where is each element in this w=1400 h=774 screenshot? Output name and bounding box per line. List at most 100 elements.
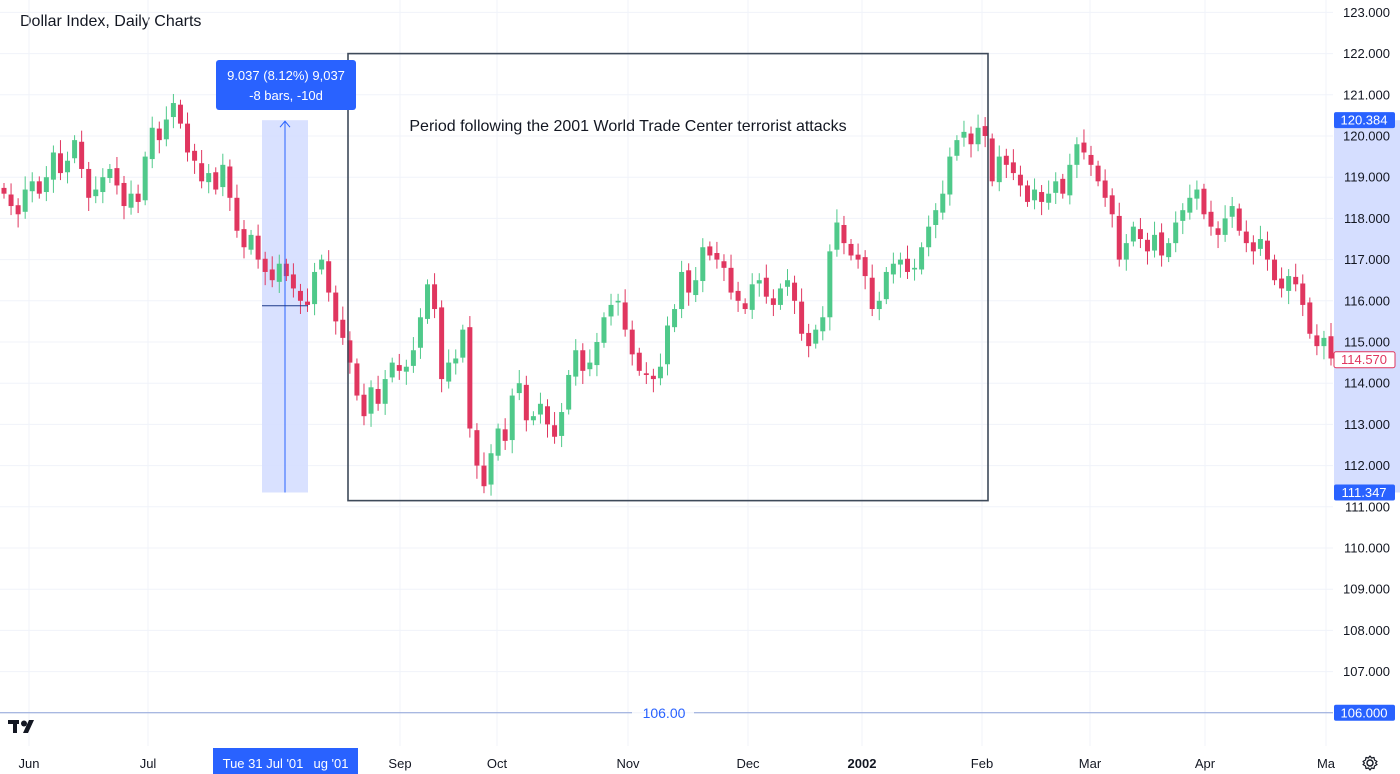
- candle-body: [234, 197, 240, 231]
- settings-gear-icon[interactable]: [1360, 753, 1380, 773]
- price-range-highlight: [1334, 120, 1400, 493]
- candles: [1, 93, 1334, 496]
- tradingview-logo-icon[interactable]: [8, 718, 40, 738]
- measure-tooltip-line1: 9.037 (8.12%) 9,037: [227, 68, 345, 83]
- candle-body: [1208, 211, 1214, 227]
- candle-body: [834, 222, 840, 250]
- candle-body: [114, 168, 120, 186]
- candle-body: [1321, 337, 1327, 347]
- candle-body: [1243, 231, 1249, 244]
- candle-body: [305, 301, 311, 305]
- candle-body: [813, 329, 819, 344]
- candle-body: [1187, 197, 1193, 213]
- candle-body: [1152, 234, 1158, 251]
- candle-body: [763, 277, 769, 297]
- candle-body: [460, 329, 466, 358]
- candle-body: [1194, 189, 1200, 199]
- candle-body: [453, 358, 459, 364]
- candle-body: [467, 327, 473, 429]
- candle-body: [629, 329, 635, 355]
- candle-body: [142, 156, 148, 201]
- annotation-text: Period following the 2001 World Trade Ce…: [409, 118, 846, 135]
- candle-body: [961, 131, 967, 138]
- candle-body: [566, 374, 572, 410]
- candle-body: [700, 247, 706, 282]
- candle-body: [1137, 229, 1143, 239]
- candle-body: [954, 140, 960, 156]
- candle-body: [262, 258, 268, 272]
- y-tick-label: 116.000: [1344, 293, 1390, 308]
- candle-body: [29, 181, 35, 192]
- x-tick-label: Ma: [1317, 756, 1336, 771]
- candle-body: [1081, 142, 1087, 153]
- candle-body: [1250, 242, 1256, 252]
- candle-body: [488, 453, 494, 485]
- y-tick-label: 117.000: [1344, 252, 1390, 267]
- candle-body: [1053, 181, 1059, 193]
- candle-body: [1314, 335, 1320, 347]
- candle-body: [1, 187, 7, 194]
- horizontal-line-label: 106.00: [643, 705, 686, 721]
- candle-body: [622, 302, 628, 330]
- candle-body: [283, 263, 289, 277]
- candle-body: [57, 153, 63, 174]
- candle-body: [665, 325, 670, 365]
- y-tick-label: 111.000: [1345, 499, 1390, 514]
- candle-body: [721, 261, 727, 268]
- price-label-tag: [1334, 112, 1395, 129]
- measure-tooltip: [216, 60, 356, 110]
- candle-body: [792, 282, 798, 301]
- candle-body: [679, 271, 685, 310]
- candle-body: [1236, 208, 1242, 231]
- candle-body: [926, 226, 932, 248]
- candle-body: [989, 138, 995, 182]
- x-tick-label: Mar: [1079, 756, 1102, 771]
- candle-body: [890, 263, 896, 275]
- measure-arrowhead: [279, 120, 291, 128]
- candle-body: [396, 365, 402, 371]
- candle-body: [326, 261, 332, 293]
- candle-body: [72, 140, 78, 159]
- chart-title: Dollar Index, Daily Charts: [20, 13, 202, 30]
- candle-body: [100, 177, 106, 193]
- candle-body: [1166, 243, 1172, 258]
- candle-body: [79, 141, 85, 169]
- candle-body: [220, 164, 226, 188]
- candle-body: [904, 258, 910, 272]
- price-label-text: 120.384: [1341, 113, 1388, 128]
- price-label-text: 111.347: [1341, 485, 1386, 500]
- candle-body: [50, 152, 56, 180]
- candle-body: [947, 156, 953, 195]
- candle-body: [86, 168, 92, 198]
- candle-body: [403, 366, 409, 372]
- candle-body: [996, 156, 1002, 183]
- candle-body: [735, 290, 741, 301]
- candle-body: [121, 182, 127, 207]
- candle-body: [608, 304, 614, 317]
- annotation-box: [347, 52, 989, 502]
- candle-body: [714, 253, 720, 260]
- candle-body: [912, 267, 918, 270]
- y-tick-label: 119.000: [1344, 170, 1390, 185]
- candle-body: [192, 150, 198, 161]
- candle-body: [784, 280, 790, 287]
- time-label-tag: [213, 748, 358, 774]
- candle-body: [1286, 276, 1292, 291]
- candle-body: [163, 119, 169, 140]
- x-tick-label: Sep: [388, 756, 411, 771]
- candle-body: [1003, 155, 1009, 165]
- candle-body: [587, 362, 593, 370]
- candle-body: [777, 288, 783, 305]
- candle-body: [594, 342, 600, 366]
- candle-body: [728, 267, 734, 293]
- candle-body: [530, 416, 536, 421]
- candle-body: [340, 319, 346, 338]
- candle-body: [1300, 283, 1306, 305]
- candle-body: [206, 173, 212, 183]
- candle-body: [255, 235, 261, 260]
- y-tick-label: 113.000: [1344, 417, 1390, 432]
- grid: [0, 0, 1333, 746]
- candle-body: [107, 168, 113, 179]
- y-tick-label: 123.000: [1343, 5, 1390, 20]
